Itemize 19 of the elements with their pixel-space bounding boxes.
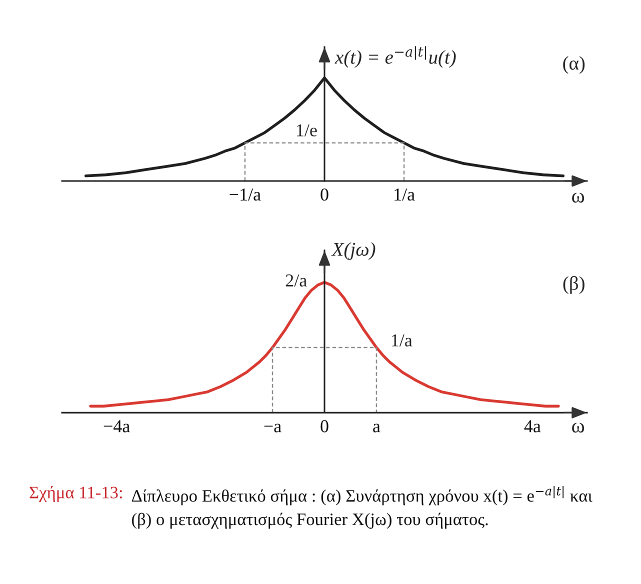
x-tick-label: 1/a [394,188,415,201]
x-tick-label: −a [264,424,282,432]
chart-title: (β) [563,276,584,294]
text: Δίπλευρο Εκθετικό σήμα : (α) Συνάρτηση χρόνου x(t) = e$^{−a|t|}$ και (β) ο μετασχηματισμός Fourier X(jω) του σήματος. [132,486,592,529]
y-axis-title: X(jω) [331,242,376,260]
x-tick-label: −4a [104,420,130,432]
x-axis-title: ω [572,192,584,203]
chart-title: (α) [563,56,585,74]
x-tick-label: a [373,424,380,432]
annotation: 1/a [392,334,412,346]
x-tick-label: 0 [320,188,328,201]
x-tick-label: 4a [524,420,541,432]
annotation: 2/a [286,274,307,287]
annotation: 1/e [297,124,317,136]
x-tick-label: −1/a [230,188,261,201]
text: Σχήμα 11-13: [30,486,122,502]
y-axis-title: x(t) = e$^{−a|t|}$u(t) [334,46,456,68]
x-tick-label: 0 [320,420,328,432]
x-axis-title: ω [572,422,584,433]
